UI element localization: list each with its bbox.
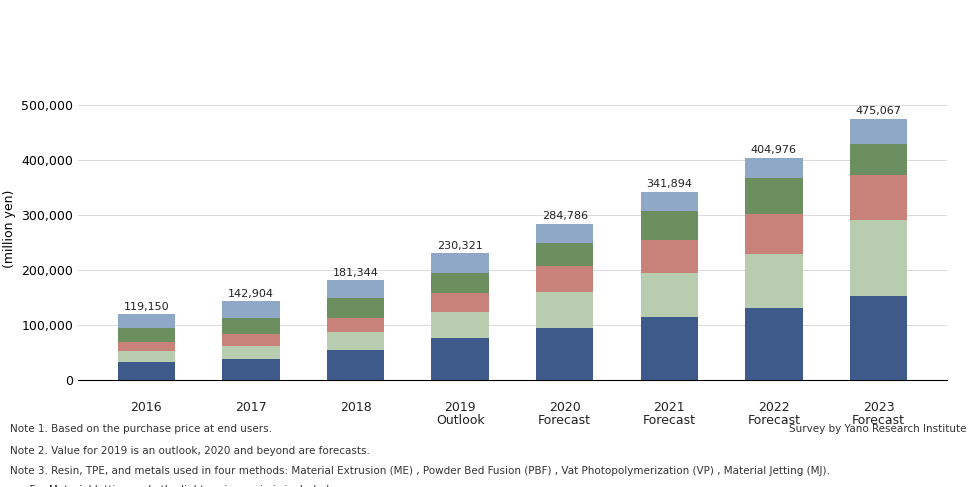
Bar (640, 240, 698, 273)
Bar (117, 342, 175, 351)
Text: 404,976: 404,976 (751, 145, 796, 155)
Text: Survey by Yano Research Institute: Survey by Yano Research Institute (789, 424, 966, 434)
Text: 2016: 2016 (131, 401, 162, 414)
Text: Note 1. Based on the purchase price at end users.: Note 1. Based on the purchase price at e… (10, 424, 271, 434)
Bar (850, 119, 908, 144)
Text: Note 2. Value for 2019 is an outlook, 2020 and beyond are forecasts.: Note 2. Value for 2019 is an outlook, 20… (10, 446, 370, 456)
Bar (745, 308, 802, 380)
Bar (327, 350, 385, 380)
Bar (850, 220, 908, 297)
Bar (117, 351, 175, 362)
Bar (745, 254, 802, 308)
Text: 2017: 2017 (235, 401, 266, 414)
Bar (745, 157, 802, 178)
Text: 475,067: 475,067 (856, 106, 902, 116)
Bar (536, 243, 593, 266)
Bar (223, 334, 280, 346)
Text: 2019: 2019 (444, 401, 476, 414)
Text: Forecast: Forecast (852, 414, 905, 427)
Bar (431, 337, 489, 380)
Text: 2020: 2020 (549, 401, 581, 414)
Bar (640, 317, 698, 380)
Text: Forecast: Forecast (643, 414, 696, 427)
Bar (327, 281, 385, 298)
Text: 142,904: 142,904 (228, 289, 274, 299)
Text: 2022: 2022 (758, 401, 790, 414)
Bar (640, 192, 698, 211)
Text: Outlook: Outlook (436, 414, 484, 427)
Bar (117, 362, 175, 380)
Bar (640, 273, 698, 317)
Bar (850, 144, 908, 174)
Bar (431, 293, 489, 312)
Y-axis label: (million yen): (million yen) (3, 190, 16, 268)
Bar (850, 174, 908, 220)
Text: For Material Jetting, only the light curing resin is included.: For Material Jetting, only the light cur… (10, 485, 332, 487)
Bar (117, 328, 175, 342)
Text: 2021: 2021 (654, 401, 685, 414)
Bar (850, 297, 908, 380)
Bar (223, 359, 280, 380)
Bar (223, 346, 280, 359)
Text: 230,321: 230,321 (437, 241, 483, 251)
Text: 181,344: 181,344 (333, 267, 379, 278)
Bar (536, 292, 593, 328)
Text: 341,894: 341,894 (646, 179, 692, 189)
Bar (327, 298, 385, 318)
Bar (536, 266, 593, 292)
Bar (640, 211, 698, 240)
Text: Note 3. Resin, TPE, and metals used in four methods: Material Extrusion (ME) , P: Note 3. Resin, TPE, and metals used in f… (10, 466, 830, 476)
Bar (745, 214, 802, 254)
Bar (431, 312, 489, 337)
Text: 2018: 2018 (340, 401, 372, 414)
Bar (745, 178, 802, 214)
Bar (536, 328, 593, 380)
Bar (327, 332, 385, 350)
Text: Forecast: Forecast (748, 414, 800, 427)
Bar (431, 253, 489, 273)
Bar (223, 318, 280, 334)
Bar (117, 315, 175, 328)
Bar (327, 318, 385, 332)
Text: Forecast: Forecast (538, 414, 591, 427)
Bar (431, 273, 489, 293)
Bar (223, 301, 280, 318)
Text: 284,786: 284,786 (542, 211, 588, 221)
Text: 119,150: 119,150 (124, 302, 169, 312)
Bar (536, 224, 593, 243)
Text: 2023: 2023 (863, 401, 894, 414)
